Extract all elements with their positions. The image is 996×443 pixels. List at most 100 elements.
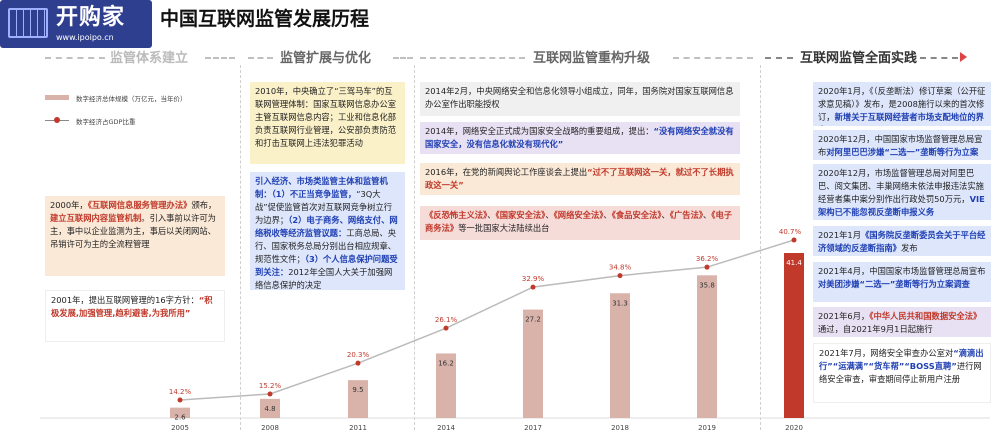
event-text-segment: 2021年7月，网络安全审查办公室对: [819, 348, 954, 358]
event-text-segment: 2021年1月: [818, 230, 861, 240]
event-text-segment: 发布: [900, 243, 918, 253]
event-text-segment: 2020年1月，《（反垄断法）修订草案（公开征求意见稿）》发布，是2008施行以…: [818, 86, 986, 122]
event-text-segment: 2000年，: [50, 200, 88, 210]
bar-value-label: 31.3: [612, 299, 628, 307]
bar: [436, 353, 456, 418]
event-box-2021b: 2021年4月，中国国家市场监督管理总局宣布对美团涉嫌“二选一”垄断等行为立案调…: [813, 262, 991, 302]
event-text-segment: 2020年12月，中国国家市场监督管理总局宣布: [818, 134, 983, 157]
phase-divider: [393, 57, 413, 59]
event-text-segment: 公安部: [337, 125, 363, 135]
event-box-2020c: 2020年12月，市场监督管理总局对阿里巴巴、阅文集团、丰巢网络未依法申报违法实…: [813, 164, 991, 220]
event-text-segment: 2021年6月，: [818, 311, 870, 321]
event-text-segment: 对美团涉嫌“二选一”垄断等行为立案调查: [818, 279, 970, 289]
gdp-share-point: [355, 360, 361, 366]
event-box-2001: 2001年，提出互联网管理的16字方针：“积极发展,加强管理,趋利避害,为我所用…: [45, 290, 225, 342]
event-text-segment: 等一批国家大法陆续出台: [458, 223, 550, 233]
x-tick-label: 2008: [261, 424, 279, 432]
event-text-segment: 、: [545, 210, 554, 220]
event-text-segment: “没有网络安全就没有国家安全，没有信息化就没有现代化”: [425, 126, 734, 149]
phase-separator: [760, 65, 761, 430]
event-box-2014a: 2014年2月，中央网络安全和信息化领导小组成立，同年，国务院对国家互联网信息办…: [420, 82, 740, 116]
bar-value-label: 41.4: [786, 259, 802, 267]
event-text-segment: 2016年，在党的新闻舆论工作座谈会上提出: [425, 167, 588, 177]
bar: [784, 253, 804, 418]
gdp-share-label: 40.7%: [779, 228, 802, 236]
event-text-segment: 负责防范和打击互联网上违法犯罪活动: [255, 125, 397, 148]
phase-divider: [205, 57, 235, 59]
bar: [260, 398, 280, 418]
bar-value-label: 2.6: [174, 414, 186, 422]
gdp-share-point: [617, 273, 623, 279]
event-text-segment: 国家互联网信息办公室主管互联网信息内容；工业和信息化部: [255, 99, 397, 122]
event-text-segment: 颁布，: [191, 200, 217, 210]
gdp-share-line: [179, 239, 795, 401]
bar-value-label: 9.5: [352, 386, 363, 394]
event-text-segment: 、: [703, 210, 712, 220]
x-tick-label: 2017: [524, 424, 542, 432]
bar-value-label: 35.8: [699, 281, 715, 289]
event-text-segment: 。引入事前以许可为主，事中以企业监测为主，事后以关闭网站、吊销许可为主的全流程管…: [50, 213, 216, 249]
event-text-segment: （3）个人信息保护问题受到关注：: [255, 254, 398, 277]
event-text-segment: （1）不正当竞争监管，: [271, 189, 357, 199]
event-box-2021c: 2021年6月，《中华人民共和国数据安全法》通过，自2021年9月1日起施行: [813, 307, 991, 337]
page-title: 中国互联网监管发展历程: [160, 8, 370, 30]
phase-divider: [248, 57, 273, 59]
x-tick-label: 2014: [437, 424, 455, 432]
event-box-2010: 2010年，中央确立了“三驾马车”的互联网管理体制：国家互联网信息办公室主管互联…: [250, 82, 405, 164]
bar-value-label: 27.2: [525, 316, 541, 324]
bar: [348, 380, 368, 418]
event-text-segment: “3Q大战”促使监管首次对互联网竞争树立行为边界；: [255, 189, 393, 225]
event-text-segment: “积极发展,加强管理,趋利避害,为我所用”: [51, 295, 213, 318]
gdp-share-point: [791, 237, 797, 243]
event-text-segment: 2020年12月，市场监督管理总局对阿里巴巴、阅文集团、丰巢网络未依法申报违法实…: [818, 168, 984, 204]
event-text-segment: （2）电子商务、网络支付、网络税收等经济监管议题：: [255, 215, 398, 238]
bar-value-label: 16.2: [438, 359, 454, 367]
event-text-segment: 中央网络安全和信息化领导小组: [476, 86, 593, 96]
phase-label-3: 互联网监管重构升级: [533, 51, 651, 66]
gdp-share-label: 14.2%: [169, 388, 192, 396]
event-text-segment: 2010年，中央确立了“三驾马车”的互联网管理体制：: [255, 86, 393, 109]
legend-bar-label: 数字经济总体规模（万亿元，当年价）: [76, 95, 187, 103]
event-box-2020b: 2020年12月，中国国家市场监督管理总局宣布对阿里巴巴涉嫌“二选一”垄断等行为…: [813, 130, 991, 160]
gdp-share-label: 32.9%: [522, 275, 545, 283]
logo-name: 开购家: [56, 5, 126, 30]
event-text-segment: 进行网络安全审查，审查期间停止新用户注册: [819, 361, 982, 384]
event-text-segment: 《国务院反垄断委员会关于平台经济领域的反垄断指南》: [818, 230, 986, 253]
event-text-segment: VIE架构已不能忽视反垄断申报义务: [818, 194, 985, 217]
legend-line-marker: [54, 117, 60, 123]
event-text-segment: 、: [603, 210, 612, 220]
phase-label-4: 互联网监管全面实践: [800, 51, 918, 66]
gdp-share-point: [267, 391, 273, 397]
x-tick-label: 2019: [698, 424, 716, 432]
phase-separator: [240, 65, 241, 430]
phase-divider: [920, 57, 958, 59]
event-text-segment: 《互联网信息服务管理办法》: [87, 200, 192, 210]
event-text-segment: 2001年，提出互联网管理的16字方针：: [51, 295, 199, 305]
event-text-segment: “过不了互联网这一关，就过不了长期执政这一关”: [425, 167, 734, 190]
logo: 开购家 www.ipoipo.cn: [0, 0, 152, 48]
phase-label-1: 监管体系建立: [110, 51, 189, 66]
event-text-segment: 、: [661, 210, 670, 220]
event-text-segment: 负责互联网行业管理，: [255, 125, 338, 135]
gdp-share-label: 15.2%: [259, 382, 282, 390]
phase-divider: [420, 57, 525, 59]
event-text-segment: 《中华人民共和国数据安全法》: [869, 311, 982, 321]
event-box-laws: 《反恐怖主义法》、《国家安全法》、《网络安全法》、《食品安全法》、《广告法》、《…: [420, 206, 740, 240]
legend-line-label: 数字经济占GDP比重: [76, 118, 136, 126]
event-box-2011: 引入经济、市场类监管主体和监管机制：（1）不正当竞争监管，“3Q大战”促使监管首…: [250, 172, 405, 290]
bar: [170, 407, 190, 418]
event-text-segment: 《网络安全法》: [553, 210, 604, 220]
event-text-segment: 2021年4月，中国国家市场监督管理总局宣布: [818, 266, 986, 276]
event-text-segment: 通过，自2021年9月1日起施行: [818, 324, 933, 334]
gdp-share-point: [443, 325, 449, 331]
event-text-segment: 2014年，网络安全正式成为国家安全战略的重要组成，提出：: [425, 126, 654, 136]
legend-bar-swatch: [45, 95, 69, 100]
event-text-segment: 《国家安全法》: [495, 210, 546, 220]
event-text-segment: 《广告法》: [669, 210, 704, 220]
event-text-segment: 引入经济、市场类监管主体和监管机制：: [255, 176, 388, 199]
phase-divider: [673, 57, 753, 59]
gdp-share-point: [177, 397, 183, 403]
gdp-share-label: 20.3%: [347, 351, 370, 359]
timeline-arrow-icon: [960, 52, 967, 62]
